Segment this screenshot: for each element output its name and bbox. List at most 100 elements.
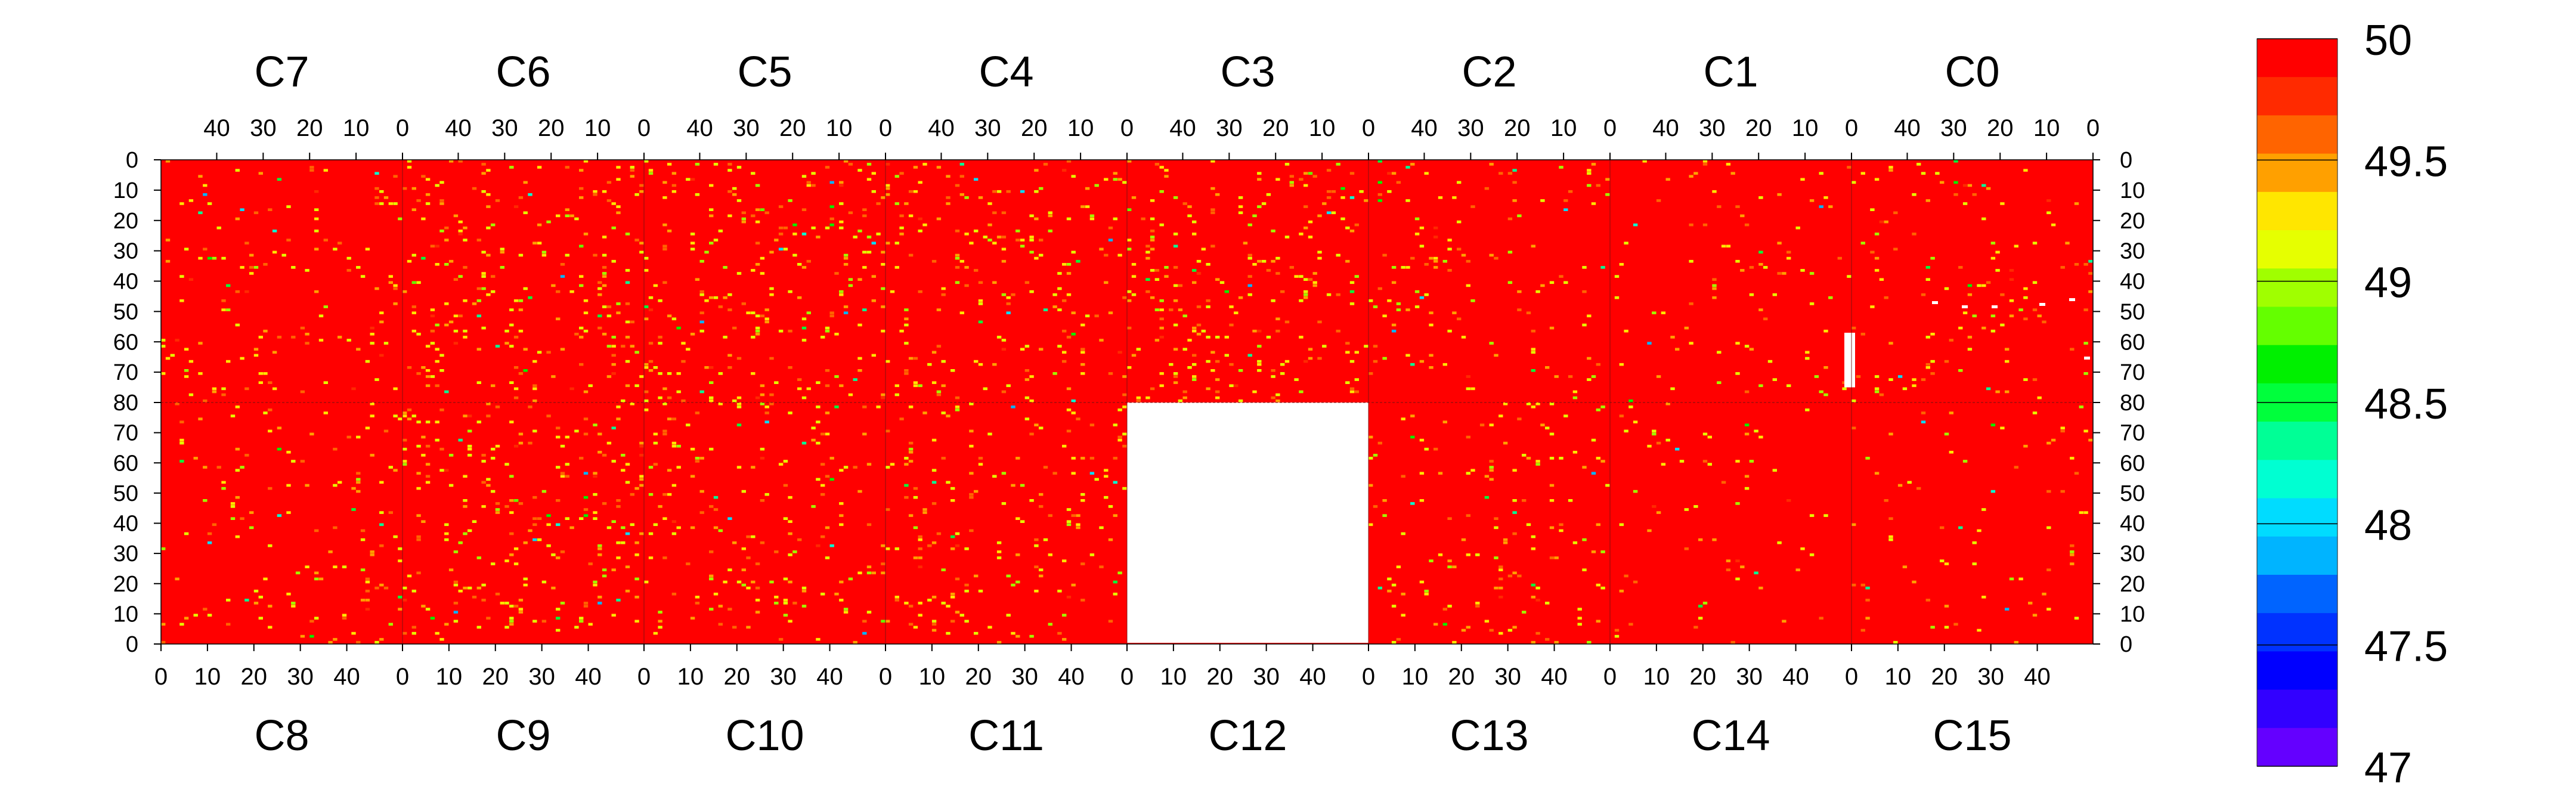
heatmap-cell — [671, 441, 677, 445]
heatmap-cell — [936, 393, 942, 397]
heatmap-cell — [671, 532, 677, 535]
heatmap-cell — [1187, 339, 1192, 342]
missing-cell — [2069, 298, 2075, 301]
heatmap-cell — [825, 226, 830, 230]
heatmap-cell — [908, 460, 914, 463]
heatmap-cell — [1916, 487, 1921, 490]
heatmap-cell — [379, 190, 384, 193]
heatmap-cell — [1596, 457, 1600, 460]
heatmap-cell — [1368, 435, 1373, 439]
heatmap-cell — [597, 451, 602, 454]
heatmap-cell — [709, 381, 714, 384]
heatmap-cell — [184, 348, 189, 351]
heatmap-cell — [806, 311, 811, 314]
heatmap-cell — [467, 529, 472, 532]
heatmap-cell — [235, 469, 240, 472]
heatmap-cell — [871, 172, 876, 175]
heatmap-cell — [713, 496, 719, 499]
heatmap-cell — [1494, 354, 1498, 357]
heatmap-cell — [1034, 544, 1039, 547]
heatmap-cell — [886, 547, 890, 550]
heatmap-cell — [351, 487, 356, 490]
heatmap-cell — [2000, 202, 2005, 205]
heatmap-cell — [491, 457, 496, 460]
heatmap-cell — [393, 302, 398, 305]
heatmap-cell — [811, 184, 816, 187]
heatmap-cell — [1006, 311, 1011, 314]
heatmap-cell — [648, 172, 654, 175]
heatmap-cell — [936, 390, 942, 394]
heatmap-cell — [2009, 278, 2014, 281]
heatmap-cell — [1029, 399, 1034, 402]
heatmap-cell — [1897, 375, 1903, 378]
heatmap-cell — [1624, 329, 1628, 333]
heatmap-cell — [1507, 574, 1513, 578]
heatmap-cell — [398, 217, 402, 221]
heatmap-cell — [439, 230, 444, 233]
heatmap-cell — [597, 281, 602, 284]
heatmap-cell — [1809, 553, 1815, 556]
heatmap-cell — [1489, 423, 1494, 426]
heatmap-cell — [1661, 311, 1666, 314]
heatmap-cell — [277, 447, 282, 451]
heatmap-cell — [421, 454, 426, 457]
heatmap-cell — [653, 441, 658, 445]
heatmap-cell — [1740, 565, 1745, 568]
heatmap-cell — [1498, 596, 1503, 599]
heatmap-cell — [644, 580, 649, 584]
heatmap-cell — [579, 617, 584, 620]
heatmap-cell — [203, 193, 208, 196]
heatmap-cell — [314, 617, 319, 620]
heatmap-cell — [560, 444, 565, 448]
heatmap-cell — [778, 233, 784, 236]
heatmap-cell — [1494, 556, 1498, 559]
heatmap-cell — [1874, 269, 1880, 272]
heatmap-cell — [1271, 259, 1275, 263]
bottom-tick-label: 40 — [1541, 664, 1568, 690]
heatmap-cell — [2046, 568, 2051, 571]
heatmap-cell — [318, 339, 324, 342]
heatmap-cell — [658, 505, 662, 508]
heatmap-cell — [1289, 184, 1294, 187]
chip-label-c8: C8 — [254, 712, 309, 760]
left-tick-label: 50 — [113, 481, 138, 506]
heatmap-cell — [360, 568, 366, 571]
heatmap-cell — [1582, 568, 1587, 571]
colorbar-label: 47.5 — [2364, 623, 2448, 671]
heatmap-cell — [783, 460, 788, 463]
heatmap-cell — [1461, 253, 1466, 257]
heatmap-cell — [365, 589, 370, 593]
heatmap-cell — [416, 372, 421, 375]
heatmap-cell — [1702, 460, 1708, 463]
heatmap-cell — [825, 329, 830, 333]
heatmap-cell — [959, 163, 964, 166]
heatmap-cell — [2046, 490, 2051, 493]
heatmap-cell — [1029, 432, 1034, 436]
heatmap-cell — [1819, 205, 1823, 208]
heatmap-cell — [662, 429, 667, 433]
heatmap-cell — [1888, 535, 1893, 538]
heatmap-cell — [658, 620, 662, 623]
heatmap-cell — [509, 166, 514, 169]
heatmap-cell — [936, 166, 942, 169]
heatmap-cell — [1740, 269, 1745, 272]
heatmap-cell — [1326, 196, 1332, 199]
heatmap-cell — [402, 463, 407, 466]
heatmap-cell — [2079, 511, 2083, 514]
heatmap-cell — [1470, 387, 1475, 391]
heatmap-cell — [2009, 314, 2014, 318]
heatmap-cell — [1888, 538, 1893, 541]
heatmap-cell — [1336, 163, 1340, 166]
heatmap-cell — [1252, 263, 1257, 266]
heatmap-cell — [411, 253, 416, 257]
heatmap-cell — [602, 305, 607, 308]
heatmap-cell — [1257, 360, 1262, 363]
heatmap-cell — [1048, 214, 1052, 218]
heatmap-cell — [1182, 390, 1187, 394]
heatmap-cell — [1549, 326, 1555, 330]
heatmap-cell — [1299, 275, 1304, 278]
heatmap-cell — [690, 242, 695, 244]
heatmap-cell — [486, 478, 491, 481]
heatmap-cell — [1401, 532, 1405, 535]
heatmap-cell — [760, 457, 765, 460]
